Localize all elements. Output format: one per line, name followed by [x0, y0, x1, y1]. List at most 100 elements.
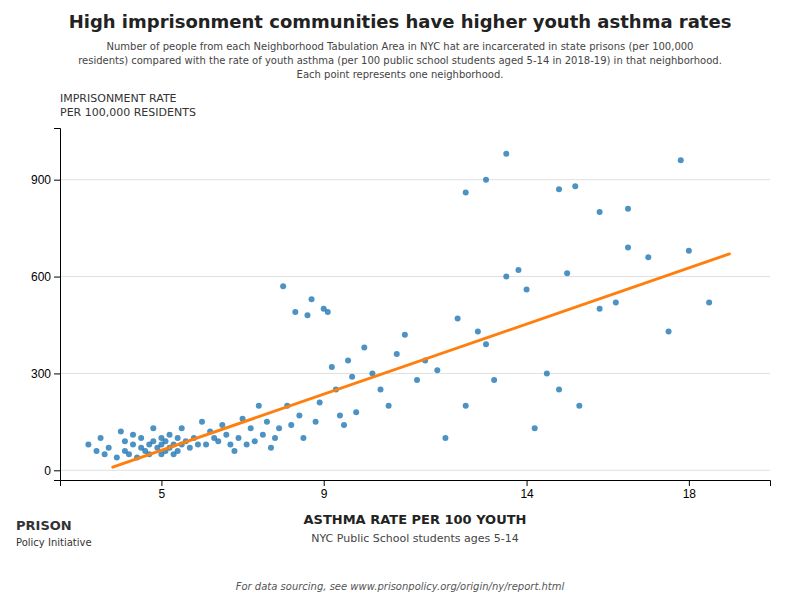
point — [288, 422, 294, 428]
tick: 900 — [31, 173, 60, 187]
point — [167, 432, 173, 438]
tick: 9 — [321, 480, 328, 501]
point — [272, 435, 278, 441]
point — [524, 286, 530, 292]
tick-mark — [54, 277, 60, 278]
point — [199, 419, 205, 425]
annotation: PRISON — [16, 518, 72, 533]
point — [434, 367, 440, 373]
point — [597, 306, 603, 312]
point — [556, 186, 562, 192]
point — [175, 435, 181, 441]
chart: High imprisonment communities have highe… — [0, 0, 800, 600]
point — [276, 425, 282, 431]
point — [280, 283, 286, 289]
point — [130, 432, 136, 438]
point — [597, 209, 603, 215]
point — [304, 312, 310, 318]
tick: 14 — [520, 480, 534, 501]
point — [313, 419, 319, 425]
tick-label: 9 — [321, 487, 328, 501]
tick: 18 — [683, 480, 697, 501]
point — [576, 403, 582, 409]
point — [179, 425, 185, 431]
point — [114, 454, 120, 460]
point — [483, 341, 489, 347]
tick-label: 5 — [159, 487, 166, 501]
point — [256, 403, 262, 409]
point — [625, 206, 631, 212]
point — [150, 438, 156, 444]
tick-mark — [54, 180, 60, 181]
point — [455, 316, 461, 322]
point — [122, 438, 128, 444]
point — [296, 412, 302, 418]
point — [244, 441, 250, 447]
point — [227, 441, 233, 447]
point — [564, 270, 570, 276]
point — [463, 403, 469, 409]
point — [126, 451, 132, 457]
point — [187, 445, 193, 451]
point — [231, 448, 237, 454]
tick-mark — [324, 480, 325, 486]
point — [378, 387, 384, 393]
point — [503, 274, 509, 280]
subtitle: Number of people from each Neighborhood … — [78, 41, 722, 80]
tick-label: 300 — [31, 367, 51, 381]
point — [613, 299, 619, 305]
point — [98, 435, 104, 441]
title: High imprisonment communities have highe… — [69, 11, 732, 32]
point — [102, 451, 108, 457]
point — [252, 438, 258, 444]
point — [625, 244, 631, 250]
grid-line — [60, 179, 770, 180]
point — [162, 438, 168, 444]
point — [386, 403, 392, 409]
point — [544, 370, 550, 376]
point — [118, 429, 124, 435]
tick-label: 18 — [683, 487, 697, 501]
y-grid — [60, 180, 770, 471]
point — [130, 441, 136, 447]
y-axis: 0300600900 — [31, 129, 61, 481]
point — [309, 296, 315, 302]
point — [85, 441, 91, 447]
tick: 300 — [31, 367, 60, 381]
scatter-series — [85, 151, 712, 461]
point — [329, 364, 335, 370]
point — [175, 448, 181, 454]
x-axis: 5 9 14 18 — [61, 480, 771, 501]
point — [666, 328, 672, 334]
tick: 5 — [159, 480, 166, 501]
point — [572, 183, 578, 189]
point — [106, 445, 112, 451]
axis-line — [61, 481, 771, 487]
tick-mark — [161, 480, 162, 486]
point — [337, 412, 343, 418]
point — [260, 432, 266, 438]
point — [686, 248, 692, 254]
point — [292, 309, 298, 315]
point — [341, 422, 347, 428]
annotation: Policy Initiative — [16, 537, 92, 548]
tick-mark — [527, 480, 528, 486]
point — [223, 432, 229, 438]
point — [503, 151, 509, 157]
tick-mark — [54, 470, 60, 471]
y-axis-label: IMPRISONMENT RATE — [60, 92, 177, 105]
point — [394, 351, 400, 357]
point — [463, 190, 469, 196]
point — [300, 435, 306, 441]
point — [203, 441, 209, 447]
point — [645, 254, 651, 260]
tick-mark — [689, 480, 690, 486]
point — [442, 435, 448, 441]
point — [264, 419, 270, 425]
grid-line — [60, 373, 770, 374]
plot: 5 9 14 18 0300600900 — [31, 129, 771, 501]
y-axis-label: PER 100,000 RESIDENTS — [60, 106, 196, 119]
trend-line — [113, 254, 730, 467]
point — [248, 425, 254, 431]
point — [706, 299, 712, 305]
